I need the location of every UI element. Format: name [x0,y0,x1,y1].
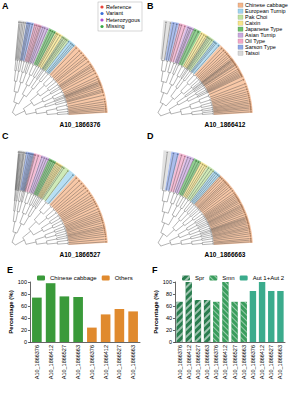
svg-text:Percentage (%): Percentage (%) [8,290,14,333]
svg-text:A10_1866663: A10_1866663 [241,345,247,379]
svg-text:A10_1866663: A10_1866663 [277,345,283,379]
svg-text:A10_1866527: A10_1866527 [268,345,274,379]
svg-text:A10_1866663: A10_1866663 [130,345,136,379]
svg-text:European Turnip: European Turnip [245,8,286,14]
svg-text:Chinese cabbage: Chinese cabbage [50,275,97,281]
svg-text:D: D [147,131,154,141]
svg-text:100: 100 [18,279,27,285]
svg-text:A10_1866527: A10_1866527 [116,345,122,379]
svg-text:Reference: Reference [106,4,131,10]
svg-text:60: 60 [166,303,172,309]
svg-text:40: 40 [166,315,172,321]
svg-text:A10_1866376: A10_1866376 [177,345,183,379]
svg-text:80: 80 [21,291,27,297]
svg-text:A10_1866376: A10_1866376 [89,345,95,379]
svg-text:20: 20 [21,327,27,333]
svg-text:A10_1866412: A10_1866412 [186,345,192,379]
svg-text:80: 80 [166,291,172,297]
svg-text:Asian Turnip: Asian Turnip [245,32,276,38]
svg-text:Pak Choi: Pak Choi [245,14,268,20]
svg-text:Japanese Type: Japanese Type [245,26,283,32]
svg-text:A: A [2,1,9,11]
svg-text:A10_1866412: A10_1866412 [48,345,54,379]
svg-text:A10_1866376: A10_1866376 [213,345,219,379]
svg-text:A10_1866376: A10_1866376 [60,121,101,128]
svg-text:Aut 1+Aut 2: Aut 1+Aut 2 [253,275,285,281]
svg-text:A10_1866663: A10_1866663 [204,345,210,379]
svg-text:Tatsoi: Tatsoi [245,50,259,56]
svg-text:C: C [2,131,9,141]
svg-text:Oil Type: Oil Type [245,38,266,44]
svg-text:20: 20 [166,327,172,333]
svg-text:Caixin: Caixin [245,20,261,26]
svg-text:F: F [152,265,158,275]
svg-text:A10_1866527: A10_1866527 [195,345,201,379]
svg-text:Percentage (%): Percentage (%) [153,290,159,333]
svg-text:Others: Others [115,275,133,281]
svg-text:A10_1866376: A10_1866376 [250,345,256,379]
svg-text:60: 60 [21,303,27,309]
svg-text:Heterozygous: Heterozygous [106,17,140,23]
svg-text:A10_1866663: A10_1866663 [75,345,81,379]
svg-text:A10_1866527: A10_1866527 [60,251,101,258]
svg-text:A10_1866527: A10_1866527 [61,345,67,379]
svg-text:Missing: Missing [106,23,125,29]
svg-text:Sarson Type: Sarson Type [245,44,276,50]
svg-text:Chinese cabbage: Chinese cabbage [245,2,288,8]
svg-text:B: B [147,1,154,11]
svg-text:Smn: Smn [222,275,234,281]
svg-text:0: 0 [24,339,27,345]
svg-text:40: 40 [21,315,27,321]
svg-text:A10_1866412: A10_1866412 [205,121,246,128]
svg-text:0: 0 [169,339,172,345]
svg-text:Spr: Spr [195,275,204,281]
svg-text:E: E [7,265,13,275]
svg-text:A10_1866412: A10_1866412 [103,345,109,379]
svg-text:Variant: Variant [106,10,123,16]
svg-text:100: 100 [163,279,172,285]
svg-text:A10_1866527: A10_1866527 [232,345,238,379]
svg-text:A10_1866412: A10_1866412 [259,345,265,379]
svg-text:A10_1866663: A10_1866663 [205,251,246,258]
svg-text:A10_1866376: A10_1866376 [34,345,40,379]
svg-text:A10_1866412: A10_1866412 [222,345,228,379]
